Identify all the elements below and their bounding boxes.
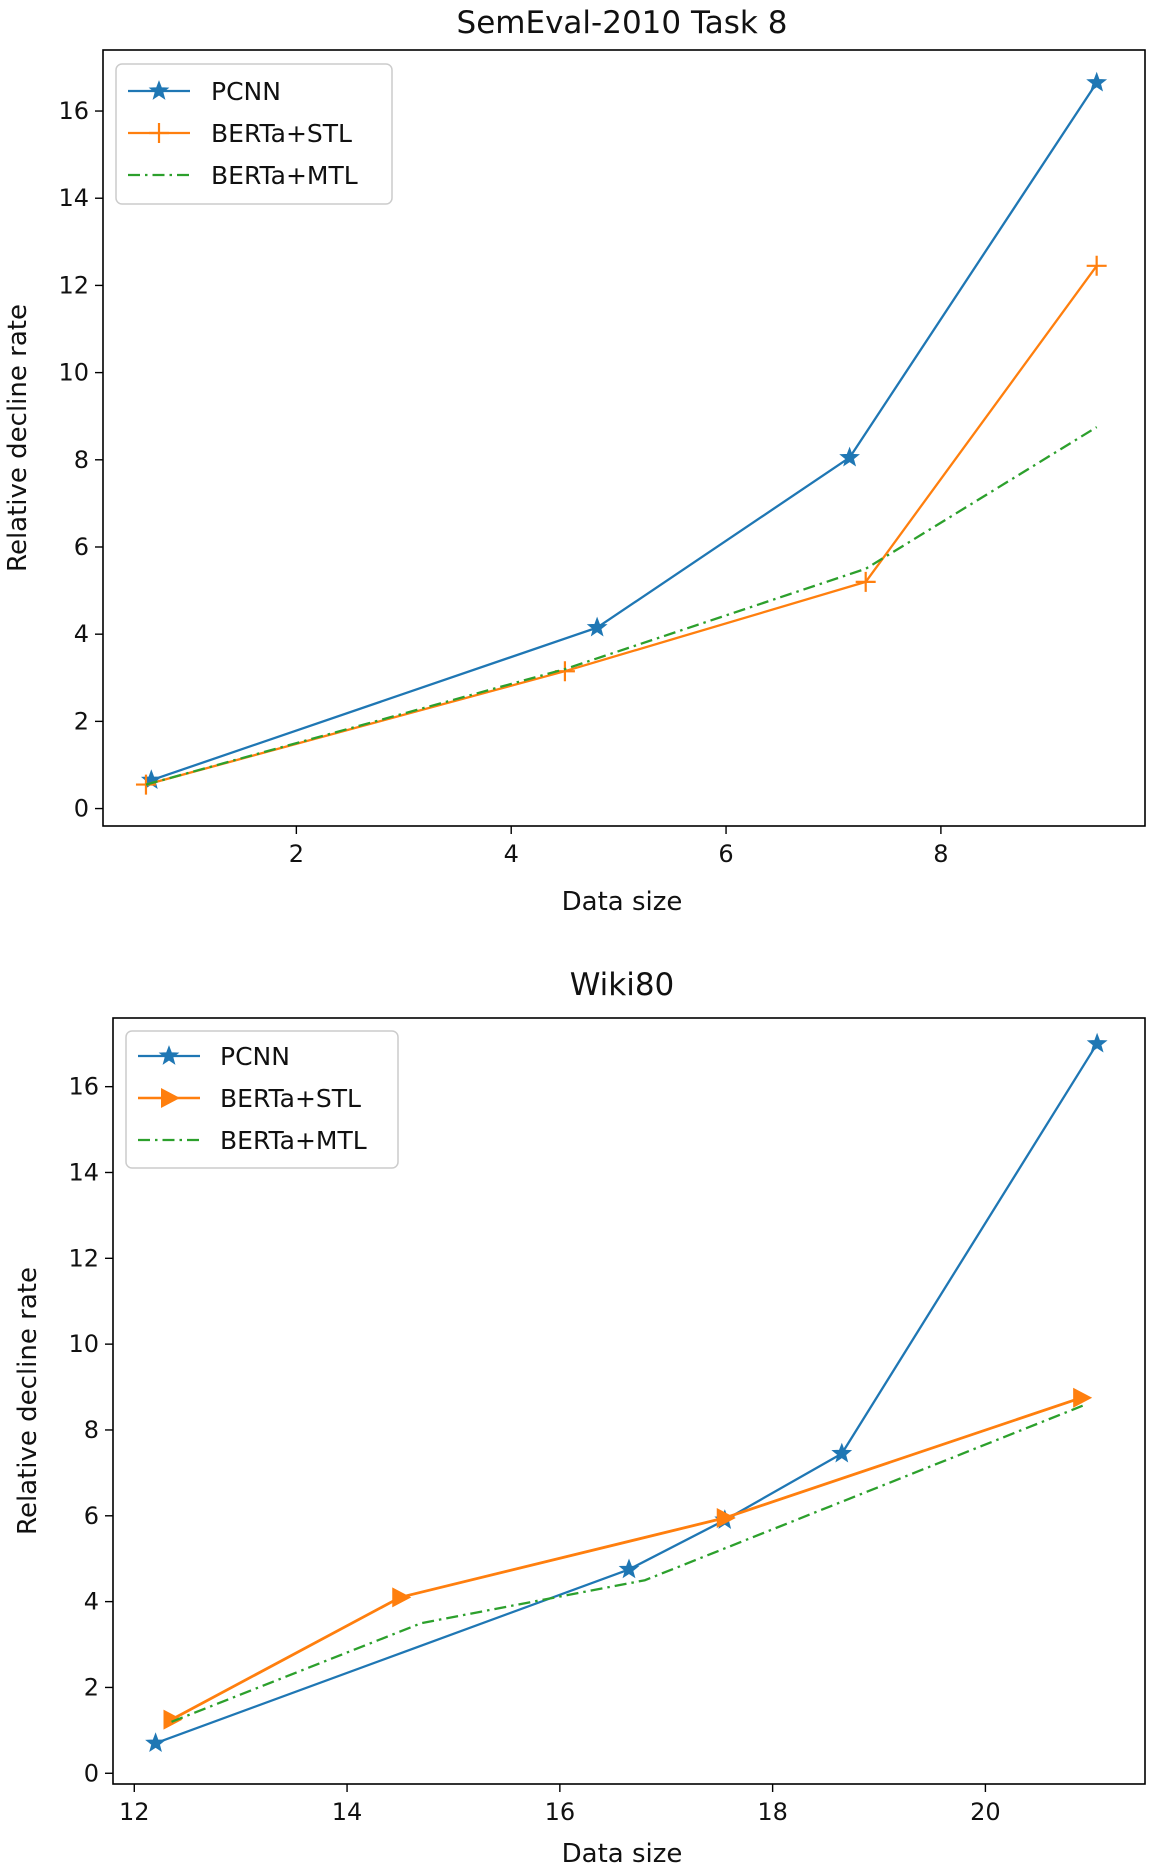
data-point-pcnn bbox=[618, 1558, 640, 1579]
series-line-berta-mtl bbox=[145, 426, 1098, 786]
legend-entry-pcnn: PCNN bbox=[128, 77, 281, 106]
chart-wiki80: Wiki80 12 14 16 18 20 0 2 4 6 8 10 12 14 16 Data siz… bbox=[13, 967, 1146, 1869]
x-tick-label: 6 bbox=[718, 840, 733, 868]
y-tick-label: 4 bbox=[74, 620, 89, 648]
data-point-berta-stl bbox=[716, 1507, 736, 1528]
x-tick-label: 18 bbox=[757, 1798, 788, 1826]
x-tick-label: 8 bbox=[933, 840, 948, 868]
data-point-berta-stl bbox=[135, 774, 156, 795]
data-point-pcnn bbox=[1086, 1032, 1108, 1053]
legend-marker-star-icon bbox=[148, 80, 170, 100]
data-point-pcnn bbox=[1086, 71, 1108, 92]
y-ticks: 0 2 4 6 8 10 12 14 16 bbox=[68, 1073, 113, 1787]
plus-icon bbox=[149, 123, 169, 143]
legend-label: BERTa+STL bbox=[211, 119, 352, 148]
legend-label: BERTa+MTL bbox=[220, 1126, 367, 1155]
series-layer bbox=[135, 71, 1108, 795]
plot-frame bbox=[102, 49, 1146, 827]
legend-entry-berta-mtl: BERTa+MTL bbox=[128, 161, 358, 190]
y-axis-label: Relative decline rate bbox=[3, 304, 33, 572]
y-axis-label: Relative decline rate bbox=[13, 1267, 43, 1535]
y-tick-label: 6 bbox=[84, 1502, 99, 1530]
y-tick-label: 0 bbox=[74, 795, 89, 823]
y-tick-label: 4 bbox=[84, 1588, 99, 1616]
y-tick-label: 8 bbox=[84, 1416, 99, 1444]
series-line-berta-stl bbox=[170, 1396, 1082, 1721]
chart-title: Wiki80 bbox=[570, 967, 675, 1003]
triangle-right-icon bbox=[161, 1088, 180, 1108]
data-point-berta-stl bbox=[1073, 1387, 1093, 1408]
x-ticks: 12 14 16 18 20 bbox=[119, 1784, 1001, 1826]
series-line-berta-stl bbox=[145, 265, 1098, 786]
legend: PCNN BERTa+STL BERTa+MTL bbox=[115, 63, 393, 205]
legend-label: BERTa+MTL bbox=[211, 161, 358, 190]
x-tick-label: 20 bbox=[970, 1798, 1001, 1826]
x-tick-label: 12 bbox=[119, 1798, 150, 1826]
star-icon bbox=[158, 1045, 180, 1065]
series-layer bbox=[145, 1032, 1108, 1753]
x-tick-label: 14 bbox=[332, 1798, 363, 1826]
y-tick-label: 8 bbox=[74, 446, 89, 474]
legend-box bbox=[125, 1030, 399, 1169]
y-tick-label: 12 bbox=[68, 1244, 99, 1272]
legend: PCNN BERTa+STL BERTa+MTL bbox=[125, 1030, 399, 1169]
y-tick-label: 16 bbox=[58, 97, 89, 125]
series-line-pcnn bbox=[150, 82, 1098, 782]
data-point-berta-stl bbox=[392, 1587, 412, 1608]
chart-title: SemEval-2010 Task 8 bbox=[457, 5, 788, 41]
legend-entry-berta-mtl: BERTa+MTL bbox=[138, 1126, 367, 1155]
series-line-berta-mtl bbox=[171, 1403, 1087, 1723]
legend-label: BERTa+STL bbox=[220, 1084, 361, 1113]
star-icon bbox=[148, 80, 170, 100]
data-point-pcnn bbox=[145, 1732, 166, 1753]
legend-entry-berta-stl: BERTa+STL bbox=[138, 1084, 361, 1113]
plot-frame bbox=[112, 1017, 1146, 1785]
chart-semeval: SemEval-2010 Task 8 2 4 6 8 0 2 4 6 8 10 12 14 16 D… bbox=[3, 5, 1146, 917]
x-tick-label: 4 bbox=[504, 840, 519, 868]
data-point-pcnn bbox=[839, 446, 860, 467]
x-tick-label: 16 bbox=[545, 1798, 576, 1826]
data-point-pcnn bbox=[831, 1442, 853, 1463]
legend-label: PCNN bbox=[220, 1042, 290, 1071]
y-ticks: 0 2 4 6 8 10 12 14 16 bbox=[58, 97, 103, 823]
data-point-berta-stl bbox=[163, 1709, 183, 1730]
y-tick-label: 10 bbox=[58, 359, 89, 387]
y-tick-label: 12 bbox=[58, 271, 89, 299]
data-point-berta-stl bbox=[855, 571, 876, 592]
legend-entry-berta-stl: BERTa+STL bbox=[128, 119, 352, 148]
x-ticks: 2 4 6 8 bbox=[289, 826, 949, 868]
y-tick-label: 2 bbox=[74, 707, 89, 735]
legend-marker-triangle-right-icon bbox=[161, 1088, 180, 1108]
legend-label: PCNN bbox=[211, 77, 281, 106]
y-tick-label: 16 bbox=[68, 1073, 99, 1101]
y-tick-label: 2 bbox=[84, 1673, 99, 1701]
y-tick-label: 0 bbox=[84, 1759, 99, 1787]
y-tick-label: 14 bbox=[58, 184, 89, 212]
y-tick-label: 14 bbox=[68, 1158, 99, 1186]
legend-box bbox=[115, 63, 393, 205]
y-tick-label: 6 bbox=[74, 533, 89, 561]
data-point-berta-stl bbox=[1086, 255, 1107, 276]
x-axis-label: Data size bbox=[562, 1839, 683, 1869]
x-tick-label: 2 bbox=[289, 840, 304, 868]
x-axis-label: Data size bbox=[562, 887, 683, 917]
data-point-pcnn bbox=[586, 616, 608, 637]
legend-marker-plus-icon bbox=[149, 123, 169, 143]
legend-marker-star-icon bbox=[158, 1045, 180, 1065]
y-tick-label: 10 bbox=[68, 1330, 99, 1358]
legend-entry-pcnn: PCNN bbox=[138, 1042, 290, 1071]
